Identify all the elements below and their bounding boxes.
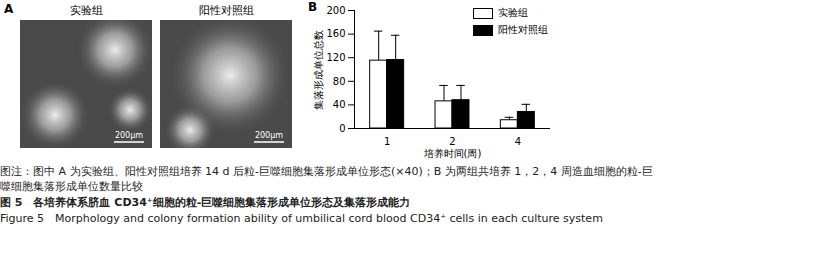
html-text:实验组: 实验组 <box>69 4 103 17</box>
svg-text:2: 2 <box>449 136 455 147</box>
svg-text:集落形成单位总数: 集落形成单位总数 <box>313 30 324 110</box>
html-text:B: B <box>308 0 318 14</box>
html-text:阳性对照组: 阳性对照组 <box>198 4 254 17</box>
html-text:A: A <box>4 2 14 16</box>
svg-text:200μm: 200μm <box>115 131 143 140</box>
svg-text:160: 160 <box>326 28 345 39</box>
svg-text:1: 1 <box>384 136 390 147</box>
html-text:图注：图中 A 为实验组、阳性对照组培养 14 d 后粒-巨: 图注：图中 A 为实验组、阳性对照组培养 14 d 后粒-巨噬细胞集落形成单位形… <box>0 165 653 193</box>
html-text:实验组: 实验组 <box>498 7 528 18</box>
html-text:图 5 各培养体系脐血 CD34⁺细胞的粒-巨噬细胞集落形成: 图 5 各培养体系脐血 CD34⁺细胞的粒-巨噬细胞集落形成单位形态及集落形成能… <box>0 196 411 209</box>
svg-text:120: 120 <box>326 52 345 63</box>
svg-text:4: 4 <box>515 136 521 147</box>
html-text:Figure 5 Morphology and colony: Figure 5 Morphology and colony formation… <box>0 212 603 225</box>
svg-text:200: 200 <box>326 5 345 16</box>
svg-text:40: 40 <box>333 99 346 110</box>
svg-text:0: 0 <box>339 123 345 134</box>
svg-text:培养时间(周): 培养时间(周) <box>423 148 482 159</box>
svg-text:200μm: 200μm <box>255 131 283 140</box>
html-text:阳性对照组: 阳性对照组 <box>498 24 548 35</box>
svg-text:80: 80 <box>333 76 346 87</box>
